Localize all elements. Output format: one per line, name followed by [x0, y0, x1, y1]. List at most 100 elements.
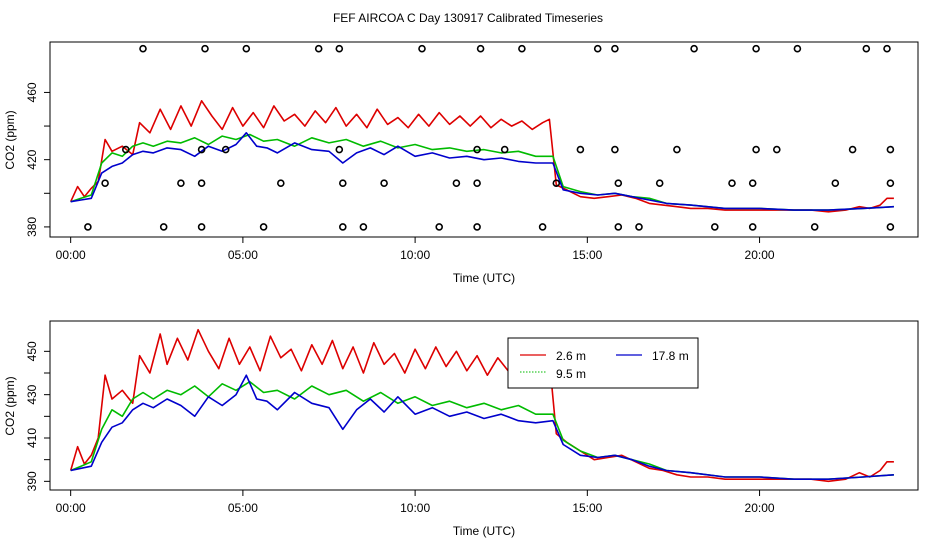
bottom-y-axis-label: CO2 (ppm) [3, 376, 17, 435]
bottom-y-tick-label: 410 [25, 428, 39, 448]
bottom-plot-frame [49, 320, 919, 491]
flag-marker [335, 44, 344, 53]
flag-marker [538, 223, 547, 231]
flag-marker [159, 223, 168, 231]
bottom-y-tick-label: 390 [25, 471, 39, 491]
flag-marker [197, 179, 206, 187]
bottom-x-tick-label: 10:00 [400, 501, 430, 515]
flag-marker [831, 179, 840, 187]
flag-marker [473, 145, 481, 154]
flag-marker [752, 145, 760, 154]
bottom-x-axis-label: Time (UTC) [453, 524, 515, 538]
flag-marker [611, 44, 619, 53]
flag-marker [84, 223, 92, 231]
top-series-lines [69, 100, 894, 213]
flag-marker [139, 44, 147, 53]
flag-marker [848, 145, 857, 154]
flag-marker [614, 179, 623, 187]
top-y-tick-label: 380 [25, 217, 39, 237]
bottom-x-tick-label: 00:00 [56, 501, 86, 515]
flag-marker [473, 223, 481, 231]
top-series-9-5-m-line [70, 133, 894, 211]
flag-marker [473, 179, 481, 187]
top-y-axis-label: CO2 (ppm) [3, 110, 17, 169]
flag-marker [338, 223, 347, 231]
top-x-axis: 00:00 05:00 10:00 15:00 20:00 [56, 237, 775, 262]
top-x-tick-label: 15:00 [572, 248, 602, 262]
flag-marker [242, 44, 251, 53]
flag-marker [728, 179, 736, 187]
top-y-axis: 380 420 460 [25, 82, 50, 237]
bottom-series-17-8-m-line [70, 374, 894, 481]
top-y-tick-label: 420 [25, 149, 39, 169]
flag-marker [593, 44, 602, 53]
flag-marker [748, 223, 757, 231]
bottom-series-9-5-m-line [70, 380, 894, 481]
flag-marker [338, 179, 347, 187]
flag-marker [122, 145, 130, 154]
top-y-tick-label: 460 [25, 82, 39, 102]
flag-marker [101, 179, 109, 187]
flag-marker [197, 223, 206, 231]
flag-marker [611, 145, 619, 154]
top-x-axis-label: Time (UTC) [453, 271, 515, 285]
flag-marker [335, 145, 344, 154]
chart-title: FEF AIRCOA C Day 130917 Calibrated Times… [333, 11, 603, 25]
flag-marker [177, 179, 185, 187]
top-flag-markers [84, 44, 895, 231]
flag-marker [435, 223, 444, 231]
flag-marker [793, 44, 802, 53]
flag-marker [476, 44, 485, 53]
flag-marker [748, 179, 757, 187]
legend-label-17-8m: 17.8 m [652, 349, 689, 363]
bottom-y-tick-label: 450 [25, 341, 39, 361]
flag-marker [655, 179, 664, 187]
flag-marker [552, 179, 561, 187]
flag-marker [197, 145, 206, 154]
flag-marker [221, 145, 230, 154]
flag-marker [614, 223, 623, 231]
legend: 2.6 m 17.8 m 9.5 m [507, 337, 699, 389]
flag-marker [359, 223, 368, 231]
flag-marker [314, 44, 323, 53]
bottom-x-tick-label: 20:00 [745, 501, 775, 515]
top-x-tick-label: 00:00 [56, 248, 86, 262]
bottom-panel: 00:00 05:00 10:00 15:00 20:00 390 410 430 450 T… [3, 320, 919, 538]
legend-box [507, 337, 699, 389]
flag-marker [259, 223, 268, 231]
top-x-tick-label: 05:00 [228, 248, 258, 262]
flag-marker [886, 179, 895, 187]
top-plot-frame [49, 41, 919, 238]
top-series-2-6-m-line [69, 100, 894, 213]
flag-marker [576, 145, 585, 154]
bottom-y-tick-label: 430 [25, 384, 39, 404]
top-panel: 00:00 05:00 10:00 15:00 20:00 380 420 460 Time… [3, 41, 919, 285]
legend-label-2-6m: 2.6 m [556, 349, 586, 363]
legend-label-9-5m: 9.5 m [556, 367, 586, 381]
flag-marker [418, 44, 426, 53]
flag-marker [518, 44, 526, 53]
flag-marker [862, 44, 871, 53]
flag-marker [772, 145, 781, 154]
bottom-x-tick-label: 15:00 [572, 501, 602, 515]
bottom-y-axis: 390 410 430 450 [25, 341, 50, 491]
flag-marker [276, 179, 285, 187]
flag-marker [710, 223, 719, 231]
flag-marker [810, 223, 819, 231]
flag-marker [380, 179, 388, 187]
bottom-series-2-6-m-line [69, 328, 894, 483]
flag-marker [690, 44, 698, 53]
flag-marker [500, 145, 509, 154]
top-series-17-8-m-line [70, 132, 894, 211]
flag-marker [883, 44, 891, 53]
flag-marker [886, 223, 895, 231]
top-x-tick-label: 10:00 [400, 248, 430, 262]
flag-marker [673, 145, 681, 154]
flag-marker [752, 44, 760, 53]
top-x-tick-label: 20:00 [745, 248, 775, 262]
flag-marker [201, 44, 209, 53]
bottom-series-lines [69, 328, 894, 483]
flag-marker [635, 223, 643, 231]
